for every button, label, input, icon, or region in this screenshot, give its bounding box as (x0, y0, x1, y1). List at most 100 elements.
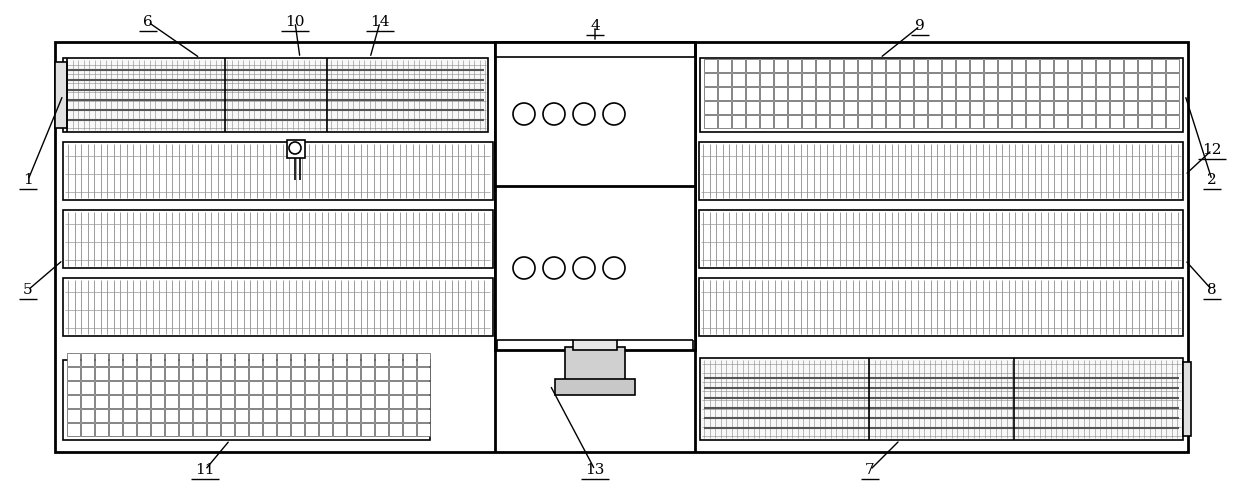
Bar (1054, 73, 1066, 86)
Bar (887, 73, 899, 86)
Bar (872, 73, 885, 86)
Bar (914, 59, 928, 72)
Bar (67, 367, 81, 380)
Bar (417, 381, 430, 394)
Bar (732, 73, 745, 86)
Bar (389, 367, 402, 380)
Bar (1025, 87, 1039, 100)
Bar (858, 59, 870, 72)
Bar (900, 73, 913, 86)
Bar (291, 395, 304, 408)
Bar (914, 73, 928, 86)
Bar (221, 381, 234, 394)
Bar (816, 59, 830, 72)
Bar (1096, 115, 1109, 128)
Bar (123, 367, 136, 380)
Bar (305, 381, 317, 394)
Bar (1054, 87, 1066, 100)
Bar (95, 409, 108, 422)
Bar (1138, 101, 1151, 114)
Bar (887, 101, 899, 114)
Bar (67, 423, 81, 436)
Bar (760, 115, 773, 128)
Bar (236, 353, 248, 366)
Bar (998, 87, 1011, 100)
Bar (361, 395, 374, 408)
Bar (347, 395, 360, 408)
Bar (858, 115, 870, 128)
Bar (334, 381, 346, 394)
Bar (816, 73, 830, 86)
Bar (816, 87, 830, 100)
Bar (1040, 115, 1053, 128)
Bar (1012, 101, 1025, 114)
Text: 2: 2 (1207, 173, 1216, 187)
Bar (1110, 115, 1123, 128)
Circle shape (543, 257, 565, 279)
Bar (361, 381, 374, 394)
Bar (718, 59, 732, 72)
Bar (319, 367, 332, 380)
Bar (746, 115, 759, 128)
Bar (286, 140, 305, 158)
Bar (151, 381, 164, 394)
Bar (291, 353, 304, 366)
Bar (830, 115, 843, 128)
Bar (1138, 59, 1151, 72)
Text: 9: 9 (915, 19, 925, 33)
Bar (774, 101, 787, 114)
Bar (63, 360, 430, 440)
Bar (109, 395, 122, 408)
Bar (872, 115, 885, 128)
Bar (193, 353, 206, 366)
Bar (914, 101, 928, 114)
Bar (179, 381, 192, 394)
Bar (277, 423, 290, 436)
Bar (787, 87, 801, 100)
Bar (179, 409, 192, 422)
Bar (774, 73, 787, 86)
Bar (970, 73, 983, 86)
Bar (207, 367, 219, 380)
Bar (291, 409, 304, 422)
Bar (319, 409, 332, 422)
Bar (774, 87, 787, 100)
Bar (291, 381, 304, 394)
Bar (556, 379, 635, 395)
Bar (802, 101, 815, 114)
Bar (718, 115, 732, 128)
Bar (956, 115, 968, 128)
Bar (1096, 87, 1109, 100)
Bar (123, 381, 136, 394)
Circle shape (603, 257, 625, 279)
Bar (900, 115, 913, 128)
Bar (277, 367, 290, 380)
Bar (1083, 73, 1095, 86)
Bar (95, 395, 108, 408)
Bar (1040, 101, 1053, 114)
Bar (1152, 59, 1166, 72)
Bar (207, 395, 219, 408)
Bar (1025, 115, 1039, 128)
Bar (1040, 87, 1053, 100)
Bar (63, 58, 489, 132)
Bar (334, 409, 346, 422)
Bar (718, 101, 732, 114)
Text: 10: 10 (285, 15, 305, 29)
Bar (774, 59, 787, 72)
Bar (374, 353, 388, 366)
Bar (1123, 87, 1137, 100)
Bar (1040, 59, 1053, 72)
Bar (1110, 87, 1123, 100)
Bar (760, 59, 773, 72)
Bar (165, 395, 179, 408)
Bar (858, 73, 870, 86)
Circle shape (513, 103, 534, 125)
Bar (701, 58, 1183, 132)
Bar (165, 381, 179, 394)
Bar (193, 381, 206, 394)
Bar (1166, 59, 1179, 72)
Bar (221, 423, 234, 436)
Bar (179, 367, 192, 380)
Bar (136, 381, 150, 394)
